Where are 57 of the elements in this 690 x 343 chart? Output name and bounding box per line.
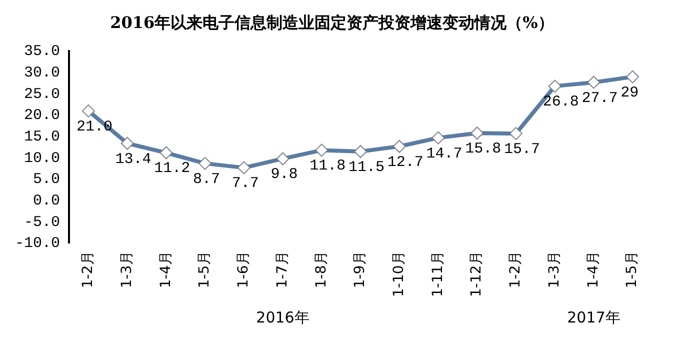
- chart-title: 2016年以来电子信息制造业固定资产投资增速变动情况（%）: [110, 12, 554, 32]
- point: [276, 152, 290, 166]
- point: [626, 70, 640, 84]
- point: [198, 156, 212, 170]
- x-tick-label: 1-3月: [118, 251, 135, 288]
- point: [82, 104, 95, 118]
- x-tick-label: 1-5月: [196, 251, 213, 288]
- x-tick-label: 1-5月: [624, 251, 640, 288]
- y-tick-label: 20.0: [24, 107, 60, 124]
- point: [120, 136, 134, 150]
- point: [160, 146, 173, 160]
- y-tick-label: 30.0: [24, 64, 60, 82]
- data-label: 11.5: [348, 158, 385, 176]
- data-label: 26.8: [542, 94, 579, 111]
- data-label: 14.7: [426, 145, 462, 162]
- x-tick-label: 1-10月: [391, 251, 408, 298]
- data-label: 27.7: [582, 90, 618, 107]
- data-label: 7.7: [232, 175, 259, 192]
- point: [237, 161, 250, 174]
- data-label: 9.8: [270, 166, 298, 184]
- data-label: 12.7: [387, 154, 424, 171]
- x-tick-label: 1-6月: [236, 251, 252, 288]
- point: [509, 127, 522, 140]
- point: [392, 140, 406, 153]
- x-tick-label: 1-4月: [158, 251, 174, 288]
- data-label: 11.2: [154, 160, 190, 178]
- point: [354, 144, 368, 158]
- data-label: 15.8: [465, 140, 502, 158]
- y-tick-label: -10.0: [14, 235, 60, 252]
- data-label: 29: [620, 84, 639, 102]
- x-tick-label: 1-9月: [352, 251, 368, 288]
- point: [432, 131, 445, 144]
- point: [315, 144, 328, 157]
- y-tick-label: 15.0: [24, 128, 60, 146]
- x-tick-label: 1-3月: [546, 251, 562, 288]
- y-tick-label: 5.0: [32, 171, 60, 188]
- x-tick-label: 1-2月: [80, 251, 96, 288]
- data-label: 8.7: [193, 170, 220, 188]
- point: [587, 76, 600, 89]
- y-tick-label: 0.0: [32, 192, 60, 210]
- y-tick-label: 35.0: [24, 43, 60, 60]
- x-tick-label: 1-7月: [274, 251, 290, 288]
- x-tick-label: 1-8月: [313, 251, 330, 288]
- point: [548, 80, 562, 93]
- x-tick-label: 1-4月: [585, 251, 602, 288]
- x-tick-label: 1-12月: [468, 251, 485, 298]
- point: [470, 126, 484, 140]
- data-label: 13.4: [115, 150, 152, 168]
- data-label: 15.7: [504, 141, 540, 158]
- y-tick-label: 25.0: [24, 86, 60, 103]
- text: 2017年: [567, 308, 620, 326]
- data-label: 11.8: [310, 158, 346, 175]
- y-tick-label: 10.0: [24, 150, 60, 167]
- x-tick-label: 1-2月: [508, 251, 524, 288]
- y-tick-label: -5.0: [24, 214, 60, 231]
- x-tick-label: 1-11月: [430, 251, 446, 298]
- text: 2016年: [256, 308, 310, 326]
